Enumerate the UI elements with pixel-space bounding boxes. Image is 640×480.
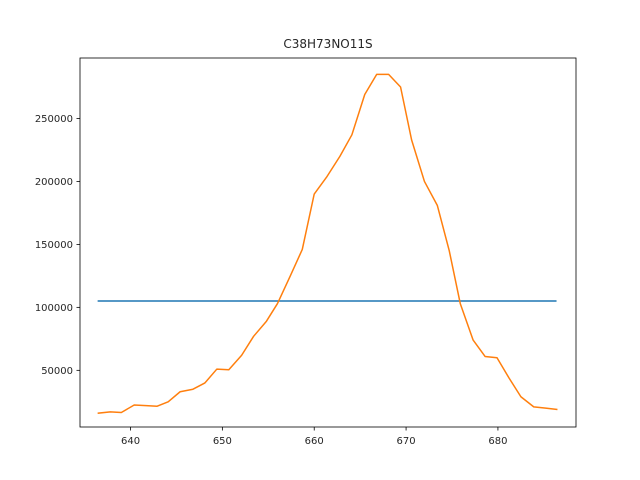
- x-tick-label: 680: [488, 436, 507, 447]
- x-tick-label: 660: [305, 436, 324, 447]
- x-tick-label: 670: [397, 436, 416, 447]
- y-tick-label: 250000: [35, 114, 73, 125]
- y-tick-label: 150000: [35, 240, 73, 251]
- x-tick-label: 640: [121, 436, 140, 447]
- series-line-2: [97, 73, 558, 414]
- y-tick-label: 200000: [35, 177, 73, 188]
- x-tick-label: 650: [213, 436, 232, 447]
- plot-frame: [79, 57, 577, 428]
- chart-title: C38H73NO11S: [283, 37, 372, 51]
- y-tick-label: 50000: [41, 366, 73, 377]
- axes-layer: 640 650 660 670 680 50000 100000 150000 200000 25…: [35, 57, 577, 447]
- series-layer: [97, 73, 558, 414]
- y-tick-label: 100000: [35, 303, 73, 314]
